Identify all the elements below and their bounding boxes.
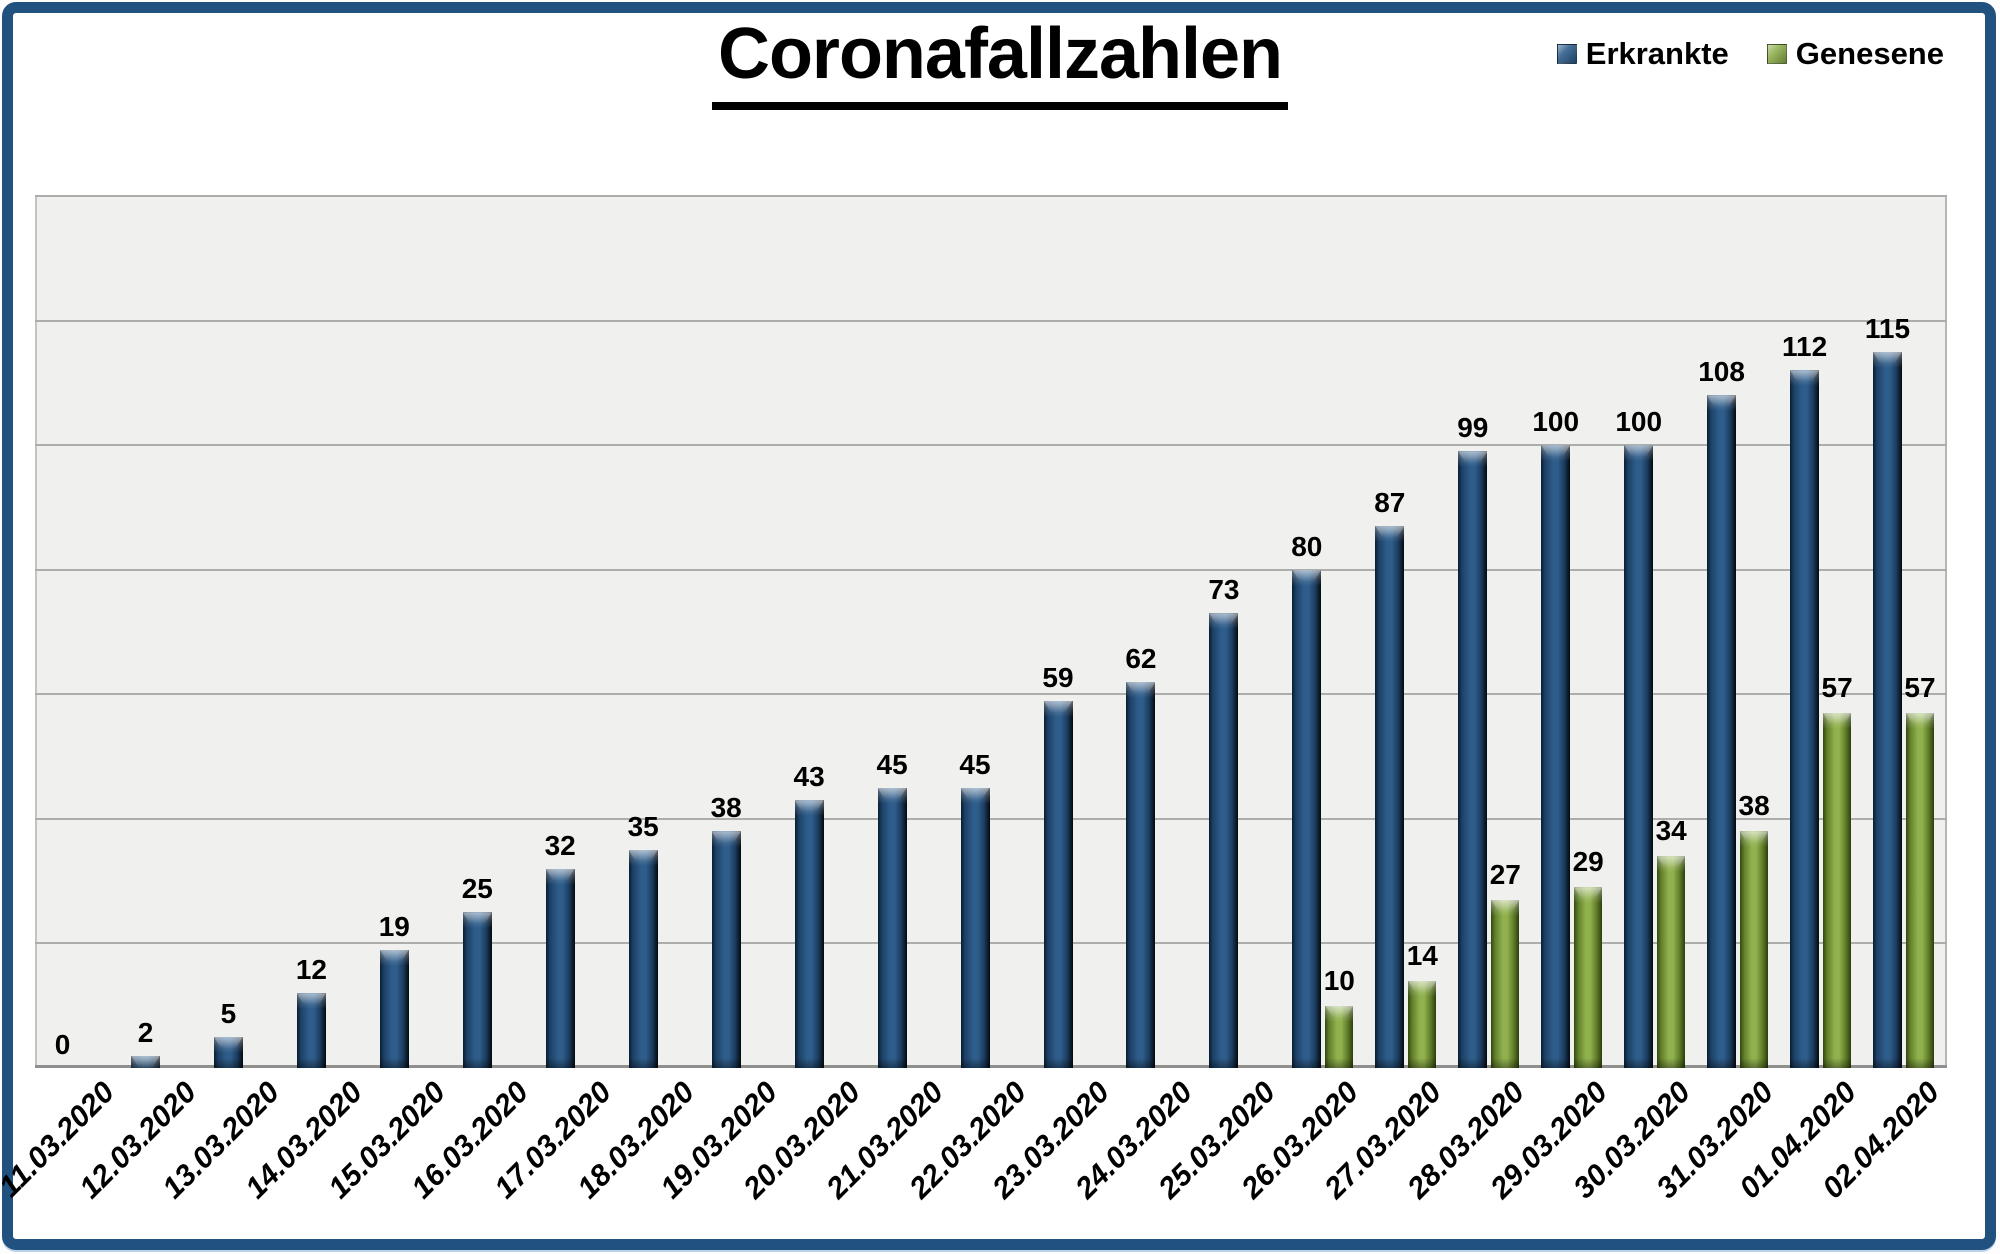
value-label-erkrankte: 35 [627,811,659,842]
bar-erkrankte [1873,351,1902,1068]
legend: Erkrankte Genesene [1556,36,1944,71]
bar-erkrankte [960,787,990,1068]
gridline [35,444,1947,446]
value-label-genesene: 34 [1655,815,1687,847]
plot-area: 0 2 5 12 19 25 32 35 38 43 45 45 59 62 73 80 10 87 14 99 27 1… [35,195,1947,1068]
legend-item-erkrankte: Erkrankte [1556,36,1729,71]
value-label-erkrankte: 19 [378,910,410,942]
bar-erkrankte [296,993,326,1068]
bar-erkrankte [1707,395,1737,1068]
bar-erkrankte [462,912,492,1068]
bar-erkrankte [1790,370,1820,1068]
value-label-erkrankte: 0 [54,1029,71,1060]
bar-erkrankte [1624,445,1654,1068]
chart-title: Coronafallzahlen [711,15,1289,110]
genesene-series-swatch-icon [1766,43,1787,64]
bar-genesene [1740,831,1769,1068]
value-label-erkrankte: 112 [1782,331,1828,363]
value-label-erkrankte: 108 [1698,356,1745,388]
gridline [35,195,1947,197]
bar-erkrankte [213,1036,243,1068]
value-label-genesene: 57 [1821,672,1853,703]
bar-erkrankte [711,831,741,1068]
bar-genesene [1408,980,1437,1068]
legend-label-erkrankte: Erkrankte [1585,36,1729,71]
bar-genesene [1657,856,1686,1068]
value-label-genesene: 29 [1572,846,1604,878]
value-label-erkrankte: 59 [1042,661,1074,693]
bar-erkrankte [628,850,658,1068]
bar-erkrankte [379,949,409,1068]
value-label-erkrankte: 45 [876,748,908,780]
value-label-genesene: 27 [1489,858,1521,890]
value-label-genesene: 38 [1738,790,1770,822]
erkrankte-series-swatch-icon [1556,43,1577,64]
value-label-genesene: 57 [1904,672,1936,703]
bar-genesene [1325,1005,1354,1068]
value-label-erkrankte: 25 [461,873,493,905]
gridline [35,818,1947,820]
bar-genesene [1491,899,1520,1068]
value-label-genesene: 14 [1406,939,1438,971]
value-label-erkrankte: 62 [1125,642,1157,674]
value-label-erkrankte: 100 [1532,406,1580,438]
value-label-erkrankte: 45 [959,748,991,780]
value-label-erkrankte: 43 [793,761,825,793]
value-label-erkrankte: 12 [295,954,327,986]
bar-erkrankte [1375,526,1405,1068]
legend-item-genesene: Genesene [1766,36,1944,71]
bar-erkrankte [1292,569,1322,1068]
bar-genesene [1906,713,1934,1068]
value-label-erkrankte: 115 [1864,312,1911,344]
value-label-erkrankte: 80 [1291,530,1323,562]
value-label-erkrankte: 100 [1615,406,1663,438]
title-row: Coronafallzahlen [0,15,2000,110]
bar-erkrankte [1458,451,1488,1068]
bar-genesene [1823,713,1852,1068]
value-label-erkrankte: 5 [220,997,237,1029]
bar-erkrankte [1043,700,1073,1068]
bar-erkrankte [1209,613,1239,1068]
bar-erkrankte [545,868,575,1068]
gridline [35,942,1947,944]
x-axis-labels: 11.03.2020 12.03.2020 13.03.2020 14.03.2020… [0,1076,1945,1237]
gridline [35,320,1947,322]
x-axis-line [35,1065,1947,1068]
legend-label-genesene: Genesene [1795,36,1944,71]
bar-genesene [1574,887,1603,1068]
value-label-erkrankte: 38 [710,792,742,824]
bar-erkrankte [1541,445,1571,1068]
bar-erkrankte [877,787,907,1068]
value-label-erkrankte: 99 [1457,412,1489,444]
value-label-erkrankte: 87 [1374,487,1406,519]
value-label-genesene: 10 [1323,964,1355,996]
value-label-erkrankte: 2 [137,1016,154,1048]
gridline [35,693,1947,695]
bar-erkrankte [1126,681,1156,1068]
value-label-erkrankte: 32 [544,829,576,861]
bar-erkrankte [794,800,824,1068]
bar-erkrankte [131,1055,160,1068]
value-label-erkrankte: 73 [1208,574,1240,606]
gridline [35,569,1947,571]
